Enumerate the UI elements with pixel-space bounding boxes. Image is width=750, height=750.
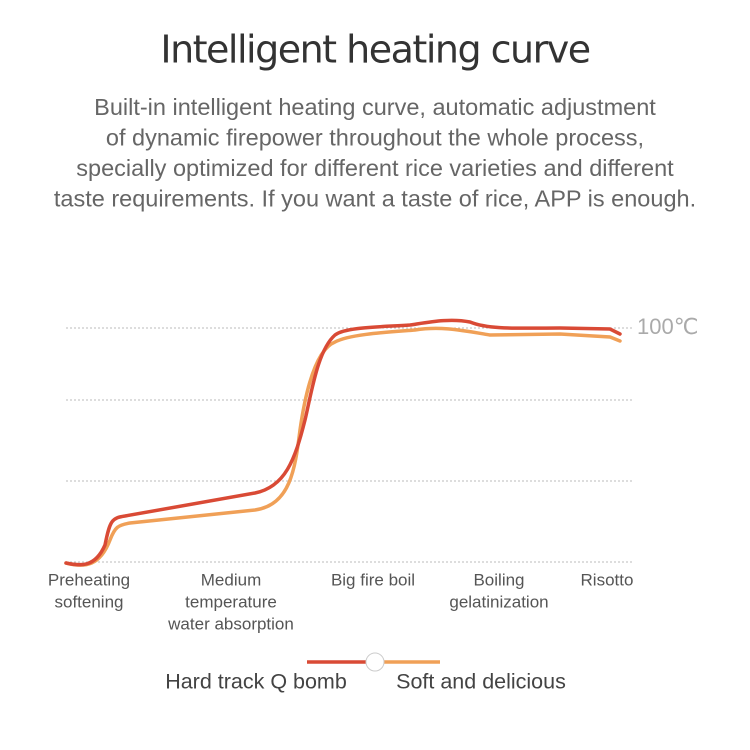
stage-label: gelatinization <box>449 592 548 611</box>
stage-label: Risotto <box>581 570 634 589</box>
stage-label: softening <box>55 592 124 611</box>
stage-label: Preheating <box>48 570 130 589</box>
description-line: taste requirements. If you want a taste … <box>54 186 696 212</box>
legend-text: Hard track Q bomb <box>165 670 347 694</box>
stage-label: Medium <box>201 570 261 589</box>
soft-curve <box>64 326 622 567</box>
legend-knob <box>365 652 385 672</box>
hard-curve <box>64 318 622 567</box>
stage-labels: Preheating softening Medium temperature wate… <box>48 570 634 633</box>
top-label: 100℃ <box>637 314 698 339</box>
stage-label: Big fire boil <box>331 570 415 589</box>
stage-label: temperature <box>185 592 277 611</box>
description-line: of dynamic firepower throughout the whol… <box>106 125 644 151</box>
description-line: specially optimized for different rice v… <box>76 155 674 181</box>
legend: Hard track Q bomb Soft and delicious <box>165 652 566 694</box>
description-line: Built-in intelligent heating curve, auto… <box>94 94 656 120</box>
stage-label: Boiling <box>473 570 524 589</box>
grid <box>66 327 632 563</box>
legend-text: Soft and delicious <box>396 670 566 694</box>
description: Built-in intelligent heating curve, auto… <box>54 94 696 212</box>
stage-label: water absorption <box>167 614 294 633</box>
title: Intelligent heating curve <box>160 28 589 72</box>
